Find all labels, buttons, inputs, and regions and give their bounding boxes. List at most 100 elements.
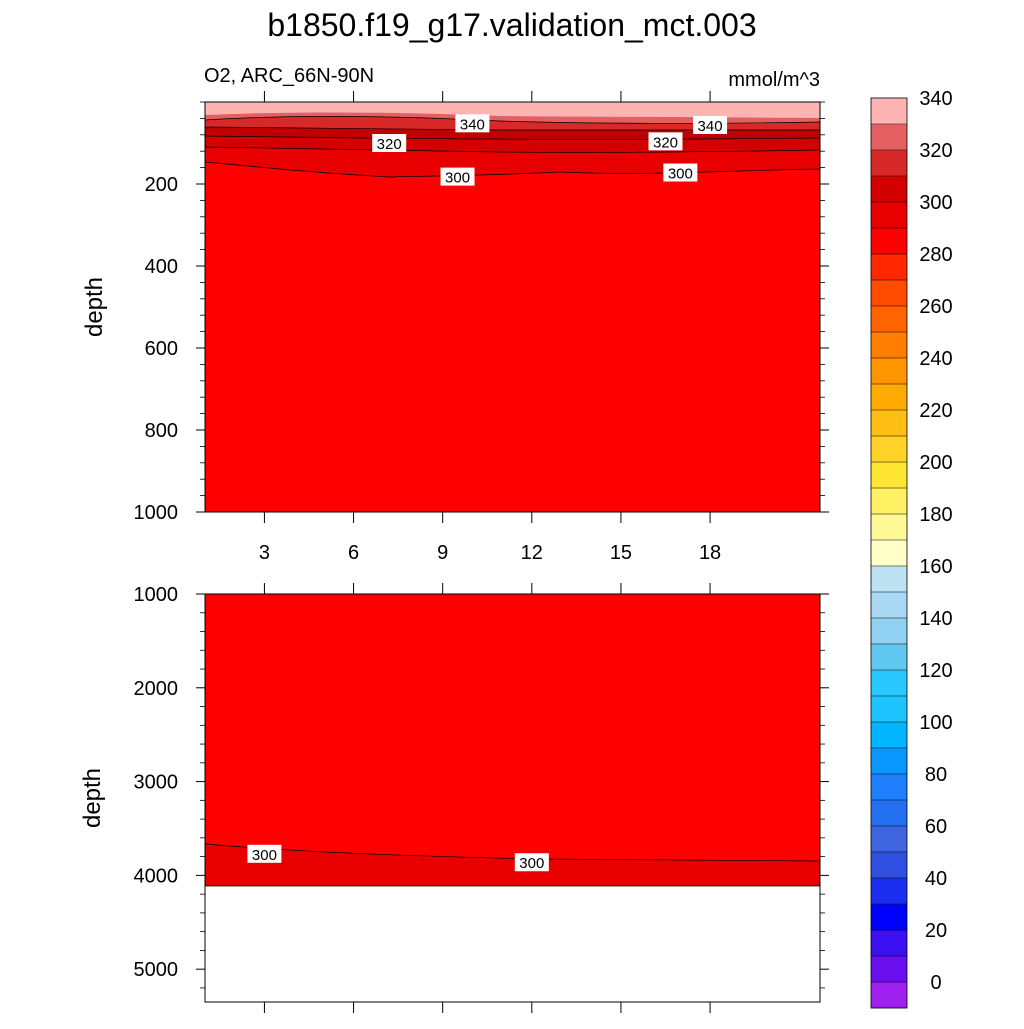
- colorbar-swatch: [871, 930, 907, 957]
- y-tick-label: 400: [145, 256, 178, 278]
- contour-label: 340: [460, 116, 485, 133]
- x-tick-label: 9: [437, 542, 448, 564]
- upper-contour-300: [204, 161, 821, 178]
- y-tick-label: 5000: [134, 959, 179, 981]
- upper-axes: 3 6 9 12 15 18 200 400 600 800 1000: [134, 91, 829, 564]
- colorbar-swatch: [871, 852, 907, 879]
- chart-title: b1850.f19_g17.validation_mct.003: [267, 7, 756, 43]
- colorbar-tick-label: 220: [919, 400, 952, 422]
- colorbar-swatch: [871, 644, 907, 671]
- colorbar-swatch: [871, 436, 907, 463]
- y-tick-label: 3000: [134, 772, 179, 794]
- colorbar-tick-label: 20: [925, 920, 947, 942]
- colorbar-swatch: [871, 384, 907, 411]
- colorbar-tick-label: 160: [919, 556, 952, 578]
- y-tick-label: 4000: [134, 865, 179, 887]
- contour-label: 300: [519, 855, 544, 872]
- colorbar-swatch: [871, 98, 907, 125]
- upper-band-340-350: [205, 102, 820, 118]
- contour-label: 300: [252, 847, 277, 864]
- contour-label-box: [440, 167, 475, 186]
- colorbar-tick-label: 120: [919, 660, 952, 682]
- colorbar-tick-label: 40: [925, 868, 947, 890]
- colorbar-swatch: [871, 462, 907, 489]
- colorbar-swatch: [871, 228, 907, 255]
- upper-frame: [204, 101, 821, 513]
- colorbar-swatch: [871, 878, 907, 905]
- colorbar-tick-label: 260: [919, 296, 952, 318]
- upper-contour-labels: 340 340 320 320 300 300: [372, 114, 728, 187]
- colorbar-swatch: [871, 670, 907, 697]
- colorbar-tick-label: 180: [919, 504, 952, 526]
- contour-label: 320: [377, 136, 402, 153]
- colorbar-swatch: [871, 904, 907, 931]
- contour-label-box: [648, 132, 683, 151]
- y-tick-label: 2000: [134, 678, 179, 700]
- upper-panel: 340 340 320 320 300 300 3 6 9 12 15 18 200 400 600 800…: [81, 91, 829, 564]
- colorbar-swatch: [871, 410, 907, 437]
- colorbar-swatch: [871, 800, 907, 827]
- upper-y-axis-label: depth: [81, 277, 108, 337]
- colorbar-tick-label: 100: [919, 712, 952, 734]
- x-tick-label: 3: [259, 542, 270, 564]
- upper-contour-310: [204, 146, 821, 153]
- contour-label-box: [663, 163, 698, 182]
- contour-label-box: [247, 844, 282, 863]
- lower-axes: 1000 2000 3000 4000 5000: [134, 583, 829, 1013]
- colorbar-tick-label: 240: [919, 348, 952, 370]
- colorbar-swatch: [871, 514, 907, 541]
- colorbar-swatch: [871, 254, 907, 281]
- x-tick-label: 6: [348, 542, 359, 564]
- colorbar-swatch: [871, 332, 907, 359]
- colorbar-swatch: [871, 176, 907, 203]
- colorbar-swatch: [871, 696, 907, 723]
- colorbar-frame: [870, 97, 908, 1009]
- contour-label-box: [372, 134, 407, 152]
- y-tick-label: 1000: [134, 502, 179, 524]
- colorbar-tick-label: 200: [919, 452, 952, 474]
- lower-contour-labels: 300 300: [247, 844, 549, 872]
- colorbar-tick-label: 140: [919, 608, 952, 630]
- colorbar-tick-label: 60: [925, 816, 947, 838]
- lower-ocean-fill: [205, 594, 820, 886]
- contour-label-box: [514, 853, 549, 872]
- colorbar-tick-label: 340: [919, 88, 952, 110]
- colorbar-swatch: [871, 124, 907, 151]
- colorbar-tick-label: 300: [919, 192, 952, 214]
- colorbar-swatch: [871, 722, 907, 749]
- x-tick-label: 15: [610, 542, 632, 564]
- x-tick-label: 18: [699, 542, 721, 564]
- lower-panel: 300 300 1000 2000 3000 4000 5000 depth: [79, 583, 829, 1013]
- x-tick-label: 12: [521, 542, 543, 564]
- contour-label-box: [693, 115, 728, 134]
- contour-label: 300: [668, 166, 693, 183]
- colorbar-tick-label: 80: [925, 764, 947, 786]
- lower-frame: [204, 593, 821, 1003]
- colorbar-swatch: [871, 488, 907, 515]
- y-tick-label: 1000: [134, 584, 179, 606]
- colorbar-swatch: [871, 358, 907, 385]
- colorbar-swatch: [871, 748, 907, 775]
- y-tick-label: 600: [145, 338, 178, 360]
- colorbar-swatch: [871, 826, 907, 853]
- upper-contour-320: [204, 135, 821, 140]
- lower-band-290-300: [205, 844, 820, 886]
- contour-label: 320: [653, 134, 678, 151]
- units-label: mmol/m^3: [728, 69, 820, 91]
- colorbar-swatch: [871, 566, 907, 593]
- colorbar: 0 20 40 60 80 100 120 140 160 180 200 220 240 260 280 3…: [870, 88, 953, 1009]
- colorbar-swatch: [871, 150, 907, 177]
- contour-label: 340: [698, 118, 723, 135]
- colorbar-swatch: [871, 540, 907, 567]
- lower-y-axis-label: depth: [79, 768, 106, 828]
- colorbar-tick-label: 320: [919, 140, 952, 162]
- contour-label: 300: [445, 170, 470, 187]
- y-tick-label: 200: [145, 174, 178, 196]
- colorbar-swatch: [871, 956, 907, 983]
- colorbar-swatch: [871, 618, 907, 645]
- colorbar-swatch: [871, 982, 907, 1009]
- colorbar-tick-label: 280: [919, 244, 952, 266]
- colorbar-swatch: [871, 202, 907, 229]
- contour-label-box: [455, 114, 490, 133]
